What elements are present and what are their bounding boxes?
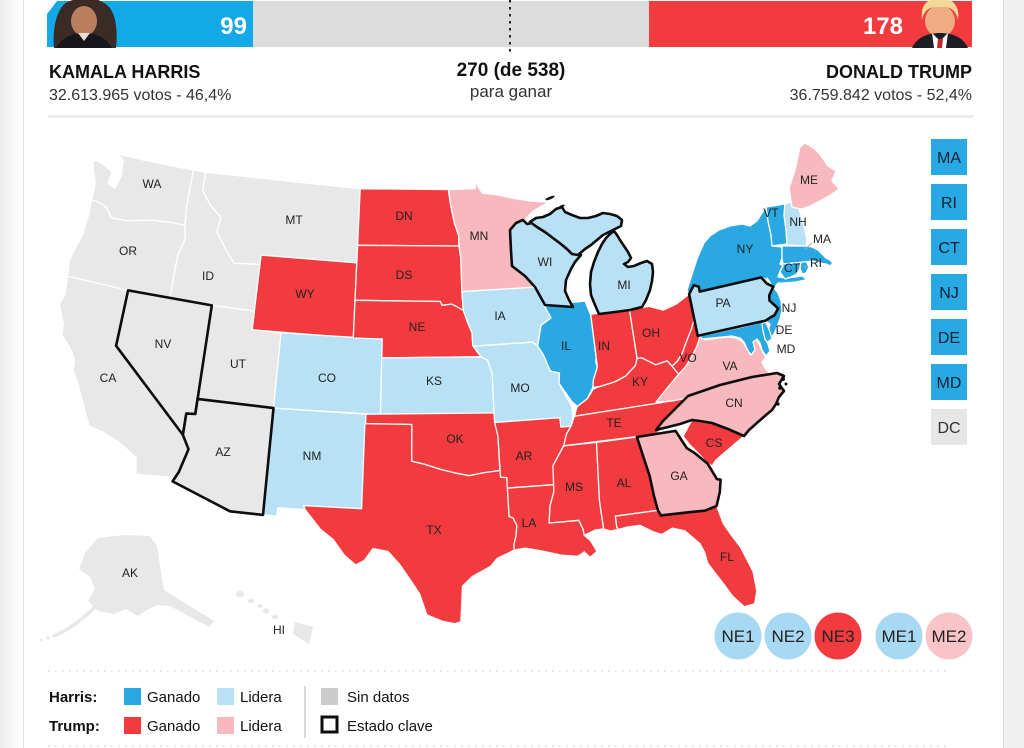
svg-text:Harris:: Harris:	[49, 689, 97, 706]
svg-text:178: 178	[863, 13, 903, 40]
svg-text:DC: DC	[937, 420, 960, 437]
svg-text:UT: UT	[230, 357, 247, 371]
svg-text:WI: WI	[538, 255, 553, 269]
svg-text:PA: PA	[715, 296, 730, 310]
svg-text:TE: TE	[606, 416, 621, 430]
svg-text:LA: LA	[522, 516, 537, 530]
svg-text:HI: HI	[273, 623, 285, 637]
svg-text:Lidera: Lidera	[240, 689, 282, 706]
svg-text:para ganar: para ganar	[470, 82, 553, 101]
svg-text:AK: AK	[122, 566, 138, 580]
svg-text:NE3: NE3	[821, 627, 854, 646]
svg-text:ME1: ME1	[882, 627, 917, 646]
svg-text:VA: VA	[722, 359, 737, 373]
svg-text:CO: CO	[318, 371, 336, 385]
svg-text:ME: ME	[800, 173, 818, 187]
svg-text:KS: KS	[426, 374, 442, 388]
svg-text:MT: MT	[285, 213, 303, 227]
svg-text:Ganado: Ganado	[147, 689, 200, 706]
svg-text:MS: MS	[565, 480, 583, 494]
svg-text:OR: OR	[119, 244, 137, 258]
svg-text:270 (de 538): 270 (de 538)	[457, 60, 566, 81]
svg-text:AZ: AZ	[215, 445, 230, 459]
svg-text:Sin datos: Sin datos	[347, 689, 410, 706]
svg-text:DN: DN	[395, 209, 412, 223]
svg-text:RI: RI	[941, 195, 957, 212]
svg-text:CT: CT	[938, 240, 960, 257]
svg-text:Ganado: Ganado	[147, 718, 200, 735]
svg-text:FL: FL	[720, 550, 734, 564]
svg-text:Lidera: Lidera	[240, 718, 282, 735]
svg-text:TX: TX	[426, 523, 441, 537]
svg-text:NE: NE	[409, 320, 426, 334]
svg-text:CT: CT	[784, 261, 801, 275]
svg-text:99: 99	[220, 13, 247, 40]
svg-text:MD: MD	[937, 375, 962, 392]
svg-text:MA: MA	[813, 232, 831, 246]
svg-text:MD: MD	[777, 342, 796, 356]
svg-text:36.759.842 votos - 52,4%: 36.759.842 votos - 52,4%	[790, 87, 972, 104]
svg-text:DS: DS	[396, 268, 413, 282]
svg-text:MA: MA	[937, 150, 961, 167]
svg-text:AR: AR	[516, 449, 533, 463]
svg-text:VO: VO	[679, 351, 696, 365]
svg-text:IA: IA	[494, 309, 505, 323]
svg-text:WA: WA	[143, 177, 162, 191]
svg-text:CS: CS	[706, 436, 723, 450]
svg-text:OH: OH	[642, 326, 660, 340]
svg-text:KY: KY	[632, 375, 648, 389]
svg-text:RI: RI	[810, 256, 822, 270]
svg-text:Estado clave: Estado clave	[347, 718, 433, 735]
svg-text:Trump:: Trump:	[49, 718, 100, 735]
svg-text:MO: MO	[510, 381, 529, 395]
svg-text:VT: VT	[763, 206, 779, 220]
svg-text:NE2: NE2	[771, 627, 804, 646]
svg-text:KAMALA HARRIS: KAMALA HARRIS	[49, 62, 200, 82]
svg-text:AL: AL	[617, 476, 632, 490]
svg-text:IL: IL	[561, 339, 571, 353]
svg-text:CA: CA	[100, 371, 117, 385]
svg-text:ID: ID	[202, 269, 214, 283]
svg-text:WY: WY	[295, 287, 314, 301]
svg-text:GA: GA	[670, 469, 687, 483]
svg-text:NE1: NE1	[721, 627, 754, 646]
svg-text:NV: NV	[155, 337, 172, 351]
svg-text:CN: CN	[725, 396, 742, 410]
svg-text:ME2: ME2	[932, 627, 967, 646]
svg-text:32.613.965 votos - 46,4%: 32.613.965 votos - 46,4%	[49, 87, 231, 104]
svg-text:DE: DE	[938, 330, 960, 347]
svg-text:OK: OK	[446, 432, 463, 446]
svg-text:DONALD TRUMP: DONALD TRUMP	[826, 62, 972, 82]
svg-text:NY: NY	[737, 242, 754, 256]
svg-text:NH: NH	[789, 215, 806, 229]
svg-text:DE: DE	[776, 323, 793, 337]
svg-text:NJ: NJ	[782, 301, 797, 315]
svg-text:NJ: NJ	[939, 285, 959, 302]
svg-text:IN: IN	[598, 339, 610, 353]
svg-text:MN: MN	[470, 229, 489, 243]
svg-text:MI: MI	[617, 278, 630, 292]
svg-text:NM: NM	[303, 449, 322, 463]
